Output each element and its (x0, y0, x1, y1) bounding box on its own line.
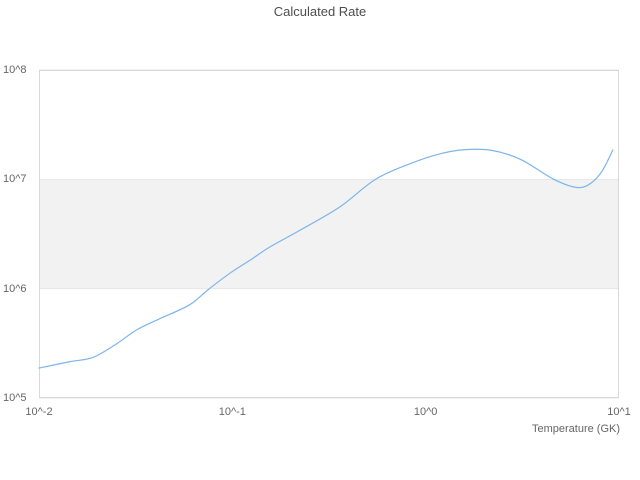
x-tick-label: 10^1 (607, 406, 631, 418)
y-tick-label: 10^7 (3, 173, 27, 186)
y-tick-label: 10^8 (3, 64, 27, 76)
x-tick-label: 10^0 (413, 406, 438, 418)
x-tick-label: 10^-1 (218, 406, 246, 418)
x-tick-label: 10^-2 (25, 406, 53, 418)
rate-line-series (38, 148, 614, 369)
x-axis-title: Temperature (GK) (531, 423, 620, 435)
chart-title: Calculated Rate (273, 4, 367, 19)
y-tick-label: 10^6 (3, 282, 27, 295)
plot-border (39, 70, 619, 398)
y-tick-label: 10^5 (3, 392, 27, 404)
plot-band (39, 179, 619, 289)
